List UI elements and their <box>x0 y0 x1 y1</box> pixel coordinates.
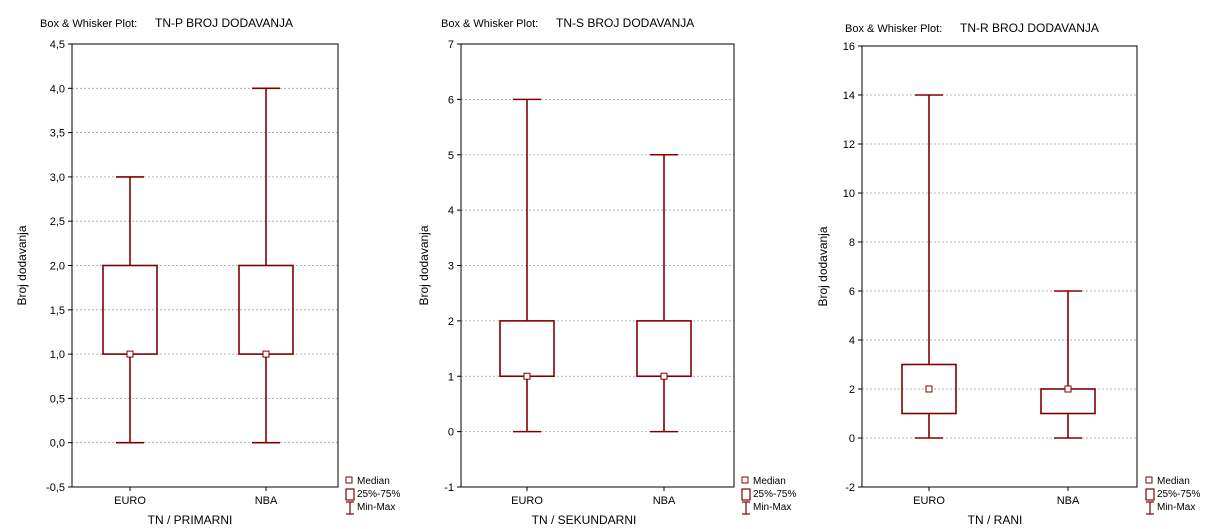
legend-median-label: Median <box>357 476 390 487</box>
y-tick-label: 4,0 <box>50 83 65 95</box>
y-tick-label: 2 <box>849 384 855 396</box>
box-nba <box>238 87 294 444</box>
y-tick-label: 2 <box>448 316 454 328</box>
legend-range-label: Min-Max <box>1157 502 1195 513</box>
x-axis-label: TN / PRIMARNI <box>148 513 233 527</box>
y-tick-label: 5 <box>448 150 454 162</box>
y-tick-label: 3 <box>448 261 454 273</box>
chart-title: TN-R BROJ DODAVANJA <box>960 21 1099 35</box>
y-tick-label: 1,5 <box>50 305 65 317</box>
legend-median-marker <box>1145 476 1153 484</box>
x-tick-label: NBA <box>1057 495 1080 507</box>
chart-panel-3: Box & Whisker Plot: TN-R BROJ DODAVANJA -2… <box>816 21 1200 527</box>
legend-range-label: Min-Max <box>357 502 395 513</box>
y-axis-label: Broj dodavanja <box>15 225 29 305</box>
x-tick-label: EURO <box>511 495 543 507</box>
y-tick-label: 0 <box>448 427 454 439</box>
median-marker <box>126 350 134 358</box>
y-tick-label: 4 <box>448 205 454 217</box>
y-tick-label: 4,5 <box>50 39 65 51</box>
legend-iqr-label: 25%-75% <box>1157 489 1200 500</box>
legend-iqr-label: 25%-75% <box>357 489 400 500</box>
legend-iqr-marker <box>345 488 355 501</box>
x-tick-label: EURO <box>913 495 945 507</box>
y-tick-label: 12 <box>843 139 855 151</box>
y-tick-label: 6 <box>849 286 855 298</box>
chart-title-prefix: Box & Whisker Plot: <box>441 18 538 30</box>
y-tick-label: 1 <box>448 371 454 383</box>
chart-title-prefix: Box & Whisker Plot: <box>40 18 137 30</box>
x-axis-label: TN / SEKUNDARNI <box>532 513 637 527</box>
legend-median-label: Median <box>1157 476 1190 487</box>
median-marker <box>262 350 270 358</box>
iqr-box <box>1040 388 1096 415</box>
y-axis-label: Broj dodavanja <box>417 225 431 305</box>
y-tick-label: -0,5 <box>46 482 65 494</box>
legend-median-label: Median <box>753 476 786 487</box>
y-tick-label: 0 <box>849 433 855 445</box>
iqr-box <box>636 320 692 378</box>
x-tick-label: NBA <box>653 495 676 507</box>
y-tick-label: 6 <box>448 94 454 106</box>
y-tick-label: 0,5 <box>50 393 65 405</box>
median-marker <box>660 372 668 380</box>
y-tick-label: 0,0 <box>50 438 65 450</box>
x-axis-label: TN / RANI <box>968 513 1023 527</box>
y-tick-label: 4 <box>849 335 855 347</box>
legend-range-label: Min-Max <box>753 502 791 513</box>
box-euro <box>102 176 158 444</box>
y-tick-label: 16 <box>843 41 855 53</box>
y-tick-label: 8 <box>849 237 855 249</box>
iqr-box <box>901 363 957 415</box>
y-axis-label: Broj dodavanja <box>816 226 830 306</box>
legend: Median 25%-75% Min-Max <box>1145 476 1200 515</box>
chart-panel-1: Box & Whisker Plot: TN-P BROJ DODAVANJA -0… <box>15 16 400 527</box>
median-marker <box>1064 385 1072 393</box>
box-nba <box>1040 290 1096 439</box>
x-tick-label: NBA <box>255 495 278 507</box>
legend-iqr-marker <box>1145 488 1155 501</box>
box-euro <box>901 94 957 439</box>
median-marker <box>925 385 933 393</box>
box-nba <box>636 153 692 433</box>
chart-title-prefix: Box & Whisker Plot: <box>845 23 942 35</box>
chart-title: TN-S BROJ DODAVANJA <box>556 16 694 30</box>
legend: Median 25%-75% Min-Max <box>345 476 400 515</box>
legend-iqr-marker <box>741 488 751 501</box>
iqr-box <box>499 320 555 378</box>
y-tick-label: 10 <box>843 188 855 200</box>
y-tick-label: 2,0 <box>50 261 65 273</box>
y-tick-label: 3,0 <box>50 172 65 184</box>
legend-median-marker <box>345 476 353 484</box>
chart-title: TN-P BROJ DODAVANJA <box>155 16 293 30</box>
y-tick-label: 7 <box>448 39 454 51</box>
chart-panel-2: Box & Whisker Plot: TN-S BROJ DODAVANJA -1… <box>417 16 796 527</box>
legend: Median 25%-75% Min-Max <box>741 476 796 515</box>
y-tick-label: 14 <box>843 90 855 102</box>
x-tick-label: EURO <box>114 495 146 507</box>
plot-area-frame <box>71 43 339 488</box>
legend-median-marker <box>741 476 749 484</box>
y-tick-label: -1 <box>444 482 454 494</box>
box-euro <box>499 98 555 433</box>
median-marker <box>523 372 531 380</box>
y-tick-label: 1,0 <box>50 349 65 361</box>
legend-iqr-label: 25%-75% <box>753 489 796 500</box>
y-tick-label: -2 <box>845 482 855 494</box>
y-tick-label: 2,5 <box>50 216 65 228</box>
plot-area-frame <box>861 45 1138 488</box>
plot-area-frame <box>460 43 735 488</box>
y-tick-label: 3,5 <box>50 128 65 140</box>
